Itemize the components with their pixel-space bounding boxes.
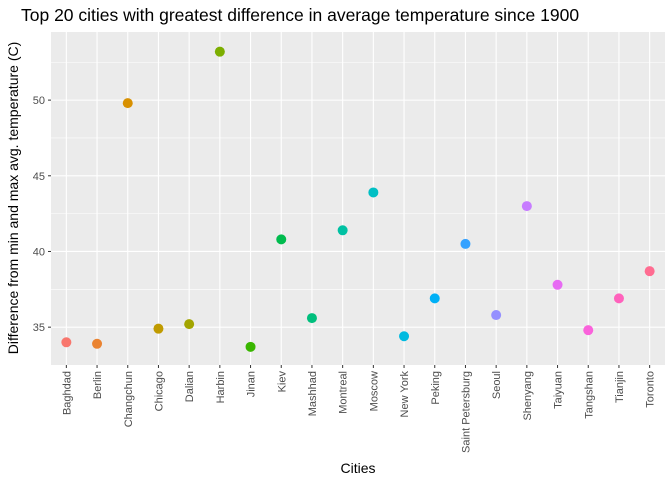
x-axis-ticks: Baghdad Berlin Changchun Chicago Dalian Harbi… bbox=[61, 365, 657, 453]
x-tick-label: New York bbox=[399, 371, 411, 418]
x-tick-label: Taiyuan bbox=[553, 371, 565, 409]
x-tick-label: Toronto bbox=[645, 371, 657, 408]
data-point bbox=[583, 325, 594, 336]
x-tick-label: Seoul bbox=[491, 371, 503, 399]
data-point bbox=[61, 337, 72, 348]
data-point bbox=[306, 313, 317, 324]
plot-panel bbox=[51, 32, 665, 365]
y-tick-label: 45 bbox=[33, 171, 45, 183]
x-tick-label: Montreal bbox=[338, 371, 350, 414]
data-point bbox=[214, 46, 225, 57]
minor-gridlines bbox=[51, 61, 665, 290]
data-point bbox=[184, 319, 195, 330]
data-point bbox=[122, 98, 133, 109]
x-axis-title: Cities bbox=[340, 460, 375, 476]
x-tick-label: Mashhad bbox=[307, 371, 319, 416]
x-tick-label: Chicago bbox=[153, 371, 165, 411]
x-tick-label: Jinan bbox=[246, 371, 258, 397]
x-tick-label: Tangshan bbox=[583, 371, 595, 419]
data-point bbox=[644, 266, 655, 277]
data-point bbox=[153, 323, 164, 334]
y-axis-title: Difference from min and max avg. tempera… bbox=[5, 42, 21, 355]
x-tick-label: Moscow bbox=[368, 371, 380, 411]
chart-title: Top 20 cities with greatest difference i… bbox=[21, 5, 579, 25]
x-tick-label: Peking bbox=[430, 371, 442, 405]
data-points bbox=[61, 46, 655, 352]
x-tick-label: Dalian bbox=[184, 371, 196, 402]
data-point bbox=[368, 187, 379, 198]
data-point bbox=[276, 234, 287, 245]
x-tick-label: Saint Petersburg bbox=[460, 371, 472, 453]
x-tick-label: Shenyang bbox=[522, 371, 534, 421]
data-point bbox=[92, 338, 103, 349]
data-point bbox=[613, 293, 624, 304]
data-point bbox=[399, 331, 410, 342]
x-tick-label: Baghdad bbox=[61, 371, 73, 415]
y-tick-label: 50 bbox=[33, 95, 45, 107]
data-point bbox=[552, 279, 563, 290]
data-point bbox=[521, 201, 532, 212]
major-gridlines bbox=[51, 32, 665, 365]
y-tick-label: 40 bbox=[33, 246, 45, 258]
x-tick-label: Tianjin bbox=[614, 371, 626, 403]
data-point bbox=[491, 310, 502, 321]
x-tick-label: Harbin bbox=[215, 371, 227, 403]
y-axis-ticks: 35 40 45 50 bbox=[33, 95, 51, 334]
data-point bbox=[460, 238, 471, 249]
data-point bbox=[245, 341, 256, 352]
x-tick-label: Kiev bbox=[276, 371, 288, 393]
y-tick-label: 35 bbox=[33, 322, 45, 334]
data-point bbox=[429, 293, 440, 304]
data-point bbox=[337, 225, 348, 236]
x-tick-label: Changchun bbox=[123, 371, 135, 427]
x-tick-label: Berlin bbox=[92, 371, 104, 399]
